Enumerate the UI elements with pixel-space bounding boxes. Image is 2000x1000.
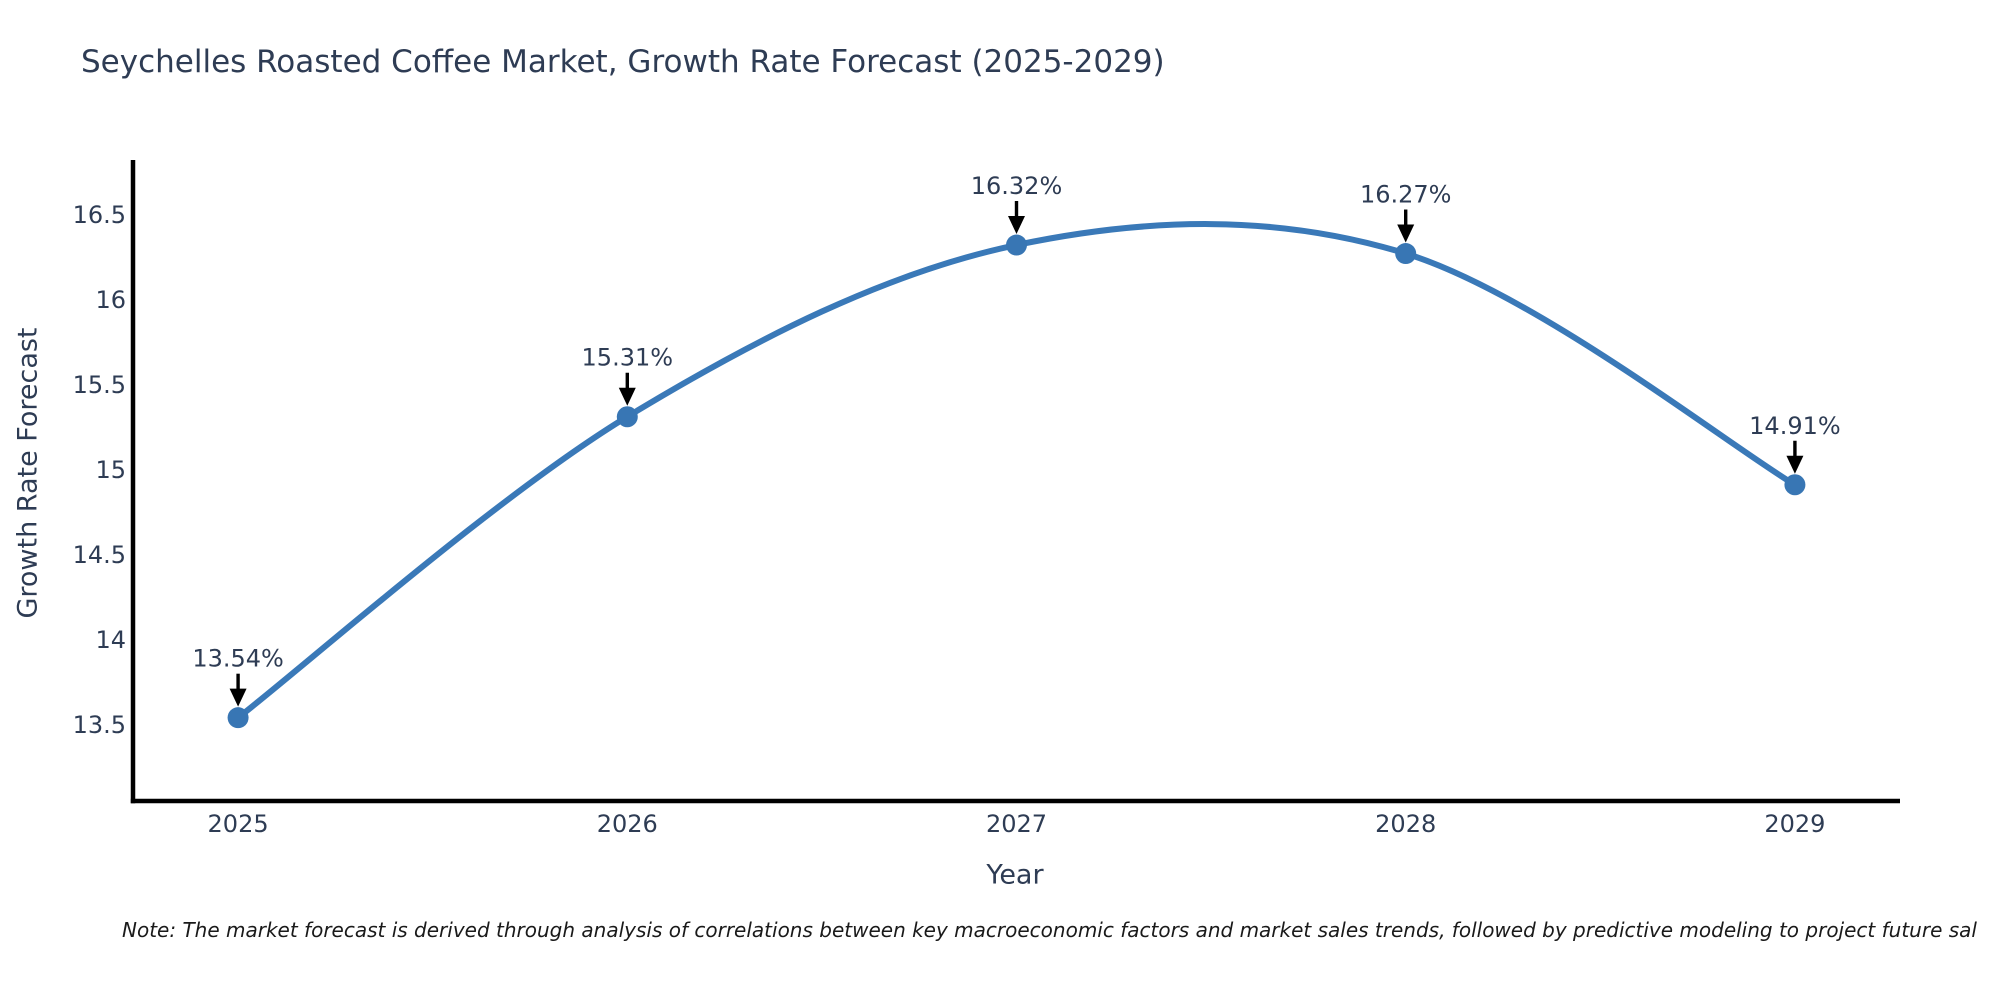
data-point-marker bbox=[1784, 474, 1806, 496]
series-line bbox=[235, 221, 1798, 721]
y-tick-label: 16.5 bbox=[73, 201, 126, 229]
annotation-label: 16.32% bbox=[971, 172, 1063, 200]
annotation-label: 16.27% bbox=[1360, 181, 1452, 209]
x-tick-label: 2029 bbox=[1764, 810, 1825, 838]
annotation-label: 14.91% bbox=[1749, 412, 1841, 440]
chart-title: Seychelles Roasted Coffee Market, Growth… bbox=[81, 44, 1165, 80]
y-axis-title: Growth Rate Forecast bbox=[12, 327, 44, 619]
annotation-label: 15.31% bbox=[582, 344, 674, 372]
x-tick-label: 2026 bbox=[597, 810, 658, 838]
annotation-label: 13.54% bbox=[192, 645, 284, 673]
data-point-marker bbox=[227, 707, 249, 729]
annotation-arrowhead bbox=[1397, 224, 1415, 243]
x-tick-label: 2025 bbox=[208, 810, 269, 838]
data-point-marker bbox=[616, 406, 638, 428]
annotation-arrowhead bbox=[229, 688, 247, 707]
annotation-arrowhead bbox=[618, 387, 636, 406]
data-point-marker bbox=[1395, 243, 1417, 265]
x-tick-label: 2028 bbox=[1375, 810, 1436, 838]
annotation-arrowhead bbox=[1008, 216, 1025, 235]
y-tick-label: 15 bbox=[95, 456, 126, 484]
x-axis-title: Year bbox=[986, 859, 1044, 891]
y-tick-label: 14 bbox=[95, 626, 126, 654]
y-tick-label: 14.5 bbox=[73, 541, 126, 569]
x-tick-label: 2027 bbox=[986, 810, 1047, 838]
annotation-arrowhead bbox=[1786, 455, 1804, 474]
y-tick-label: 16 bbox=[95, 286, 126, 314]
footnote: Note: The market forecast is derived thr… bbox=[122, 918, 1977, 942]
y-tick-label: 15.5 bbox=[73, 371, 126, 399]
y-tick-label: 13.5 bbox=[73, 711, 126, 739]
data-point-marker bbox=[1006, 234, 1027, 256]
